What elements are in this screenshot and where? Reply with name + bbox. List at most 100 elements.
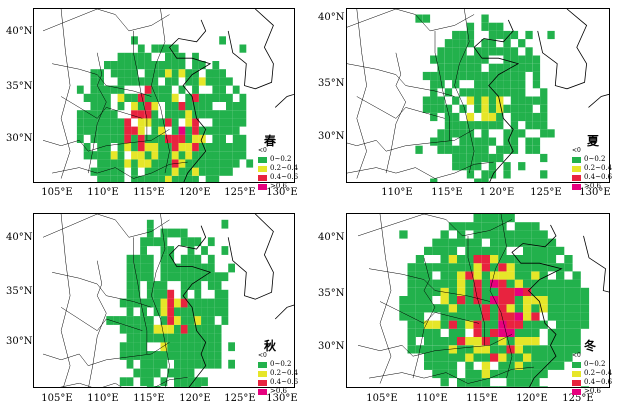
grid-cell [490, 279, 499, 288]
grid-cell [194, 254, 202, 264]
grid-cell [432, 328, 441, 337]
grid-cell [506, 287, 515, 296]
grid-cell [532, 112, 541, 122]
grid-cell [407, 304, 416, 313]
grid-cell [110, 159, 118, 168]
grid-cell [153, 281, 161, 290]
grid-cell [151, 151, 159, 160]
grid-cell [167, 342, 175, 352]
grid-cell [481, 153, 489, 163]
grid-cell [165, 118, 172, 127]
grid-cell [187, 324, 195, 334]
grid-cell [506, 214, 515, 223]
grid-cell [151, 102, 159, 111]
grid-cell [104, 118, 111, 127]
grid-cell [525, 96, 533, 105]
grid-cell [158, 143, 165, 152]
grid-cell [580, 296, 590, 305]
grid-cell [124, 126, 132, 135]
grid-cell [440, 246, 449, 255]
grid-cell [97, 118, 104, 127]
grid-cell [232, 85, 240, 94]
grid-cell [457, 337, 466, 346]
grid-cell [192, 134, 199, 143]
grid-cell [180, 263, 188, 273]
grid-cell [432, 238, 441, 247]
map-canvas [42, 9, 294, 182]
grid-cell [97, 126, 104, 135]
grid-cell [496, 121, 504, 130]
grid-cell [473, 304, 482, 313]
grid-cell [437, 63, 445, 72]
grid-cell [119, 316, 127, 325]
grid-cell [104, 159, 111, 168]
grid-cell [498, 287, 507, 296]
grid-cell [214, 272, 222, 282]
grid-cell [153, 307, 161, 317]
grid-cell [124, 93, 132, 102]
grid-cell [506, 238, 515, 247]
grid-cell [126, 307, 134, 317]
grid-cell [473, 369, 482, 379]
grid-cell [180, 324, 188, 334]
grid-cell [503, 104, 511, 113]
grid-cell [490, 255, 499, 264]
grid-cell [221, 289, 229, 299]
grid-cell [151, 159, 159, 168]
grid-cell [444, 71, 453, 81]
grid-cell [465, 312, 474, 321]
province-boundary [52, 272, 152, 308]
grid-cell [160, 263, 168, 273]
grid-cell [117, 118, 125, 127]
grid-cell [144, 151, 152, 160]
grid-cell [194, 237, 202, 247]
grid-cell [178, 159, 186, 168]
grid-cell [187, 333, 195, 343]
grid-cell [124, 77, 132, 86]
grid-cell [473, 378, 482, 387]
grid-cell [459, 153, 467, 163]
grid-cell [205, 126, 213, 135]
grid-cell [144, 93, 152, 102]
grid-cell [131, 143, 138, 152]
grid-cell [140, 307, 147, 317]
grid-cell [448, 345, 458, 354]
grid-cell [474, 96, 482, 105]
grid-cell [232, 143, 240, 152]
grid-cell [432, 287, 441, 296]
grid-cell [448, 271, 458, 280]
grid-cell [430, 104, 438, 113]
grid-cell [97, 93, 104, 102]
grid-cell [498, 361, 507, 370]
grid-cell [153, 298, 161, 308]
grid-cell [490, 304, 499, 313]
grid-cell [525, 47, 533, 56]
grid-cell [488, 30, 497, 40]
grid-cell [523, 271, 532, 280]
grid-cell [539, 345, 548, 354]
grid-cell [232, 151, 240, 160]
grid-cell [481, 287, 491, 296]
grid-cell [540, 129, 548, 138]
grid-cell [144, 159, 152, 168]
grid-cell [124, 69, 132, 78]
grid-cell [432, 345, 441, 354]
grid-cell [126, 324, 134, 334]
grid-cell [158, 159, 165, 168]
grid-cell [474, 47, 482, 56]
grid-cell [178, 151, 186, 160]
grid-cell [207, 333, 215, 343]
grid-cell [192, 151, 199, 160]
grid-cell [580, 287, 590, 296]
province-boundary [467, 235, 485, 346]
grid-cell [137, 44, 145, 53]
grid-cell [140, 254, 147, 264]
grid-cell [207, 272, 215, 282]
province-boundary [454, 9, 475, 174]
grid-cell [171, 175, 179, 182]
grid-cell [117, 143, 125, 152]
grid-cell [140, 333, 147, 343]
lon-label-105: 105°E [41, 393, 73, 404]
lat-label-35: 35°N [318, 78, 345, 89]
grid-cell [531, 386, 540, 387]
